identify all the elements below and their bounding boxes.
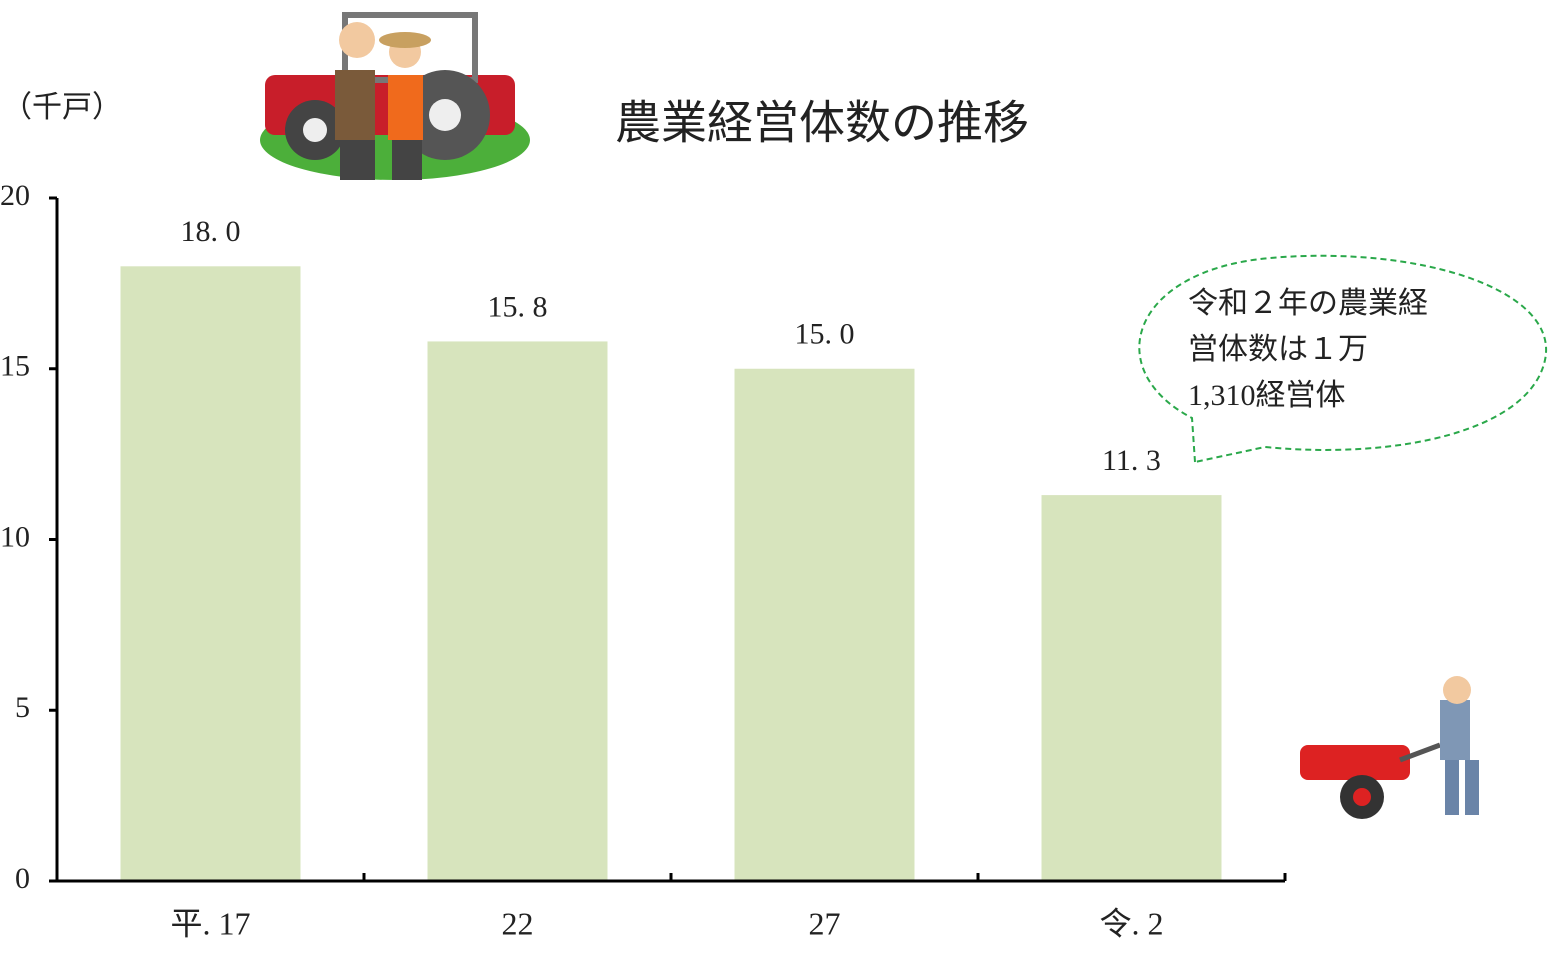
value-label: 15. 0 (795, 318, 855, 351)
y-tick-label: 10 (0, 520, 30, 553)
y-tick-label: 20 (0, 179, 30, 212)
bar (428, 341, 608, 881)
chart-title: 農業経営体数の推移 (615, 98, 1029, 149)
x-tick-label: 22 (502, 905, 534, 941)
bar (735, 369, 915, 881)
y-tick-label: 15 (0, 350, 30, 383)
x-tick-label: 平. 17 (170, 905, 250, 941)
callout-text: 1,310経営体 (1188, 379, 1346, 412)
y-tick-label: 0 (15, 862, 30, 895)
chart: （千戸） 農業経営体数の推移 令和２年の農業経 営体数は１万 1,310経営体 … (0, 0, 1562, 951)
illustration-tiller (1300, 676, 1479, 819)
callout-text: 営体数は１万 (1188, 333, 1368, 366)
page: （千戸） 農業経営体数の推移 令和２年の農業経 営体数は１万 1,310経営体 … (0, 0, 1562, 951)
y-unit: （千戸） (2, 91, 122, 124)
callout-text: 令和２年の農業経 (1188, 287, 1428, 320)
illustration-farmers (260, 15, 530, 180)
x-tick-label: 27 (809, 905, 841, 941)
value-label: 18. 0 (181, 215, 241, 248)
bar (121, 266, 301, 881)
y-tick-label: 5 (15, 691, 30, 724)
value-label: 15. 8 (488, 290, 548, 323)
x-tick-label: 令. 2 (1099, 905, 1163, 941)
bar (1042, 495, 1222, 881)
value-label: 11. 3 (1102, 444, 1161, 477)
